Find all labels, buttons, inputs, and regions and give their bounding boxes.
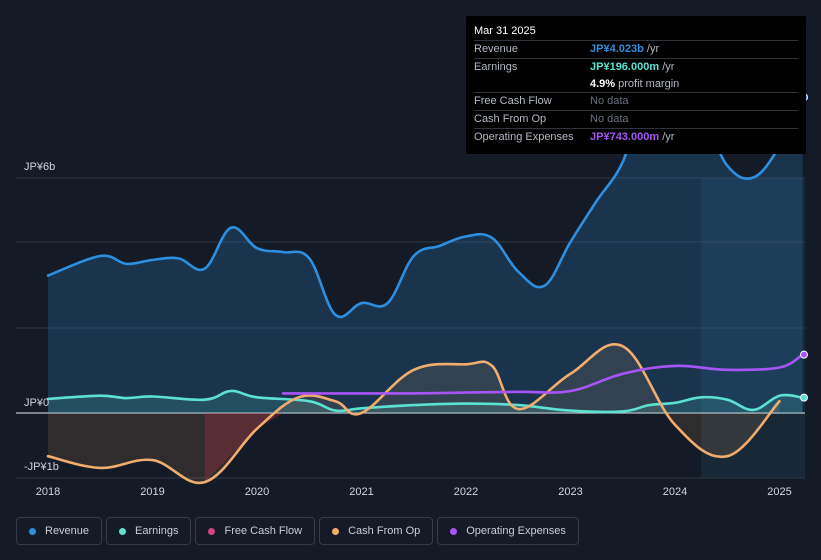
y-axis-label: JP¥0 [24, 397, 49, 409]
tooltip-row-margin: 4.9% profit margin [474, 76, 798, 93]
legend-item-operating-expenses[interactable]: Operating Expenses [437, 517, 579, 545]
x-axis-label: 2024 [663, 486, 687, 498]
operating-expenses-line [281, 353, 804, 395]
tooltip-value: JP¥4.023b [590, 43, 644, 55]
tooltip-date: Mar 31 2025 [474, 25, 536, 37]
x-axis-label: 2021 [349, 486, 373, 498]
tooltip-row-earnings: Earnings JP¥196.000m /yr [474, 57, 798, 76]
free-cash-flow-area [204, 413, 284, 483]
tooltip-label: Revenue [474, 43, 519, 55]
earnings-dot-icon [119, 527, 127, 535]
tooltip-unit: /yr [646, 43, 660, 55]
tooltip-value: JP¥196.000m [590, 60, 660, 73]
tooltip-value: JP¥743.000m [590, 130, 660, 143]
tooltip-row-free-cash-flow: Free Cash Flow No data [474, 92, 798, 110]
tooltip-row-cash-from-op: Cash From Op No data [474, 110, 798, 128]
x-axis-label: 2020 [245, 486, 269, 498]
data-tooltip: Mar 31 2025 Revenue JP¥4.023b /yr Earnin… [466, 16, 806, 154]
legend-label: Revenue [45, 525, 90, 537]
tooltip-row-operating-expenses: Operating Expenses JP¥743.000m /yr [474, 127, 798, 146]
operating-expenses-end-marker [800, 350, 808, 359]
legend-label: Free Cash Flow [224, 525, 303, 537]
tooltip-label: Cash From Op [474, 113, 547, 126]
chart-legend: Revenue Earnings Free Cash Flow Cash Fro… [16, 517, 579, 547]
x-axis-label: 2023 [558, 486, 582, 498]
earnings-revenue-chart: JP¥6b JP¥0 -JP¥1b 2018 2019 2020 2021 2022 2023 2… [16, 86, 808, 498]
y-axis-label: JP¥6b [24, 161, 55, 173]
x-axis-label: 2019 [140, 486, 164, 498]
revenue-dot-icon [29, 527, 36, 535]
cash-from-op-dot-icon [332, 527, 340, 535]
tooltip-unit: /yr [662, 130, 675, 143]
tooltip-label: Free Cash Flow [474, 95, 552, 108]
free-cash-flow-dot-icon [208, 527, 216, 535]
tooltip-value: No data [590, 95, 629, 108]
tooltip-unit: profit margin [618, 77, 680, 90]
legend-label: Cash From Op [348, 525, 421, 537]
x-axis-label: 2022 [454, 486, 478, 498]
cash-from-op-line [46, 343, 781, 485]
tooltip-label: Earnings [474, 60, 518, 73]
legend-label: Earnings [135, 525, 179, 537]
legend-item-free-cash-flow[interactable]: Free Cash Flow [195, 517, 316, 545]
tooltip-value: 4.9% [590, 77, 616, 90]
legend-item-cash-from-op[interactable]: Cash From Op [319, 517, 434, 545]
y-axis-label: -JP¥1b [24, 461, 59, 473]
x-axis-label: 2018 [36, 486, 60, 498]
cash-from-op-area [48, 344, 780, 483]
tooltip-label: Operating Expenses [474, 130, 574, 143]
earnings-area [48, 390, 803, 413]
earnings-end-marker [800, 393, 808, 402]
legend-item-earnings[interactable]: Earnings [106, 517, 192, 545]
legend-item-revenue[interactable]: Revenue [16, 517, 103, 545]
operating-expenses-dot-icon [450, 527, 458, 535]
earnings-line [46, 389, 804, 414]
tooltip-row-revenue: Revenue JP¥4.023b /yr [474, 40, 798, 58]
x-axis-label: 2025 [767, 486, 791, 498]
tooltip-value: No data [590, 113, 629, 126]
tooltip-label [474, 76, 590, 93]
revenue-area [48, 87, 803, 414]
legend-label: Operating Expenses [466, 525, 566, 537]
tooltip-unit: /yr [662, 60, 675, 73]
